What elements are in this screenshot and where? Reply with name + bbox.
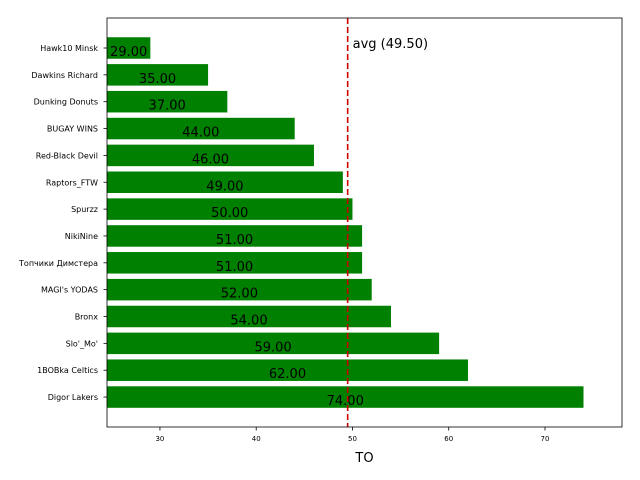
value-label: 59.00 [254,340,291,355]
bar [107,37,151,59]
average-label: avg (49.50) [353,37,428,52]
value-label: 29.00 [110,45,147,60]
category-label: 1BOBka Celtics [37,366,98,375]
value-label: 50.00 [211,206,248,221]
category-label: Raptors_FTW [46,178,98,187]
x-tick-label: 40 [252,435,261,443]
bar [107,252,363,274]
category-label: Spurzz [71,205,98,214]
x-tick-label: 60 [444,435,453,443]
value-label: 51.00 [216,260,253,275]
x-ticks: 30 40 50 60 70 [155,427,549,443]
category-label: NikiNine [65,232,98,241]
x-tick-label: 30 [155,435,164,443]
category-label: Dawkins Richard [31,71,98,80]
value-labels: 29.00 35.00 37.00 44.00 46.00 49.00 50.00 51.00… [110,45,364,409]
value-label: 52.00 [221,287,258,302]
value-label: 37.00 [149,99,186,114]
bar [107,64,209,86]
bar [107,332,440,355]
x-axis-title: TO [354,451,373,466]
category-label: Red-Black Devil [36,151,98,160]
value-label: 35.00 [139,72,176,87]
value-label: 46.00 [192,152,229,167]
value-label: 62.00 [269,367,306,382]
plot-frame [106,17,623,428]
bar [107,198,353,220]
category-label: Slo'_Mo' [66,339,98,348]
bar [107,144,314,167]
value-label: 49.00 [206,179,243,194]
category-labels: Hawk10 Minsk Dawkins Richard Dunking Donut… [18,44,107,402]
bar [107,386,584,408]
bar [107,359,468,381]
bar [107,90,228,113]
bar [107,305,391,328]
value-label: 44.00 [182,126,219,141]
value-label: 51.00 [216,233,253,248]
bar [107,278,372,301]
value-label: 54.00 [230,314,267,329]
x-tick-label: 70 [541,435,550,443]
category-label: BUGAY WINS [47,125,98,134]
category-label: Digor Lakers [48,393,98,402]
category-label: Bronx [75,313,99,322]
bar [107,117,295,140]
bars-layer [107,37,584,408]
category-label: Dunking Donuts [34,98,98,107]
category-label: MAGI's YODAS [41,286,98,295]
category-label: Топчики Димстера [18,259,98,268]
value-label: 74.00 [327,394,364,409]
category-label: Hawk10 Minsk [40,44,98,53]
bar [107,171,343,193]
x-tick-label: 50 [348,435,357,443]
bar [107,225,363,247]
